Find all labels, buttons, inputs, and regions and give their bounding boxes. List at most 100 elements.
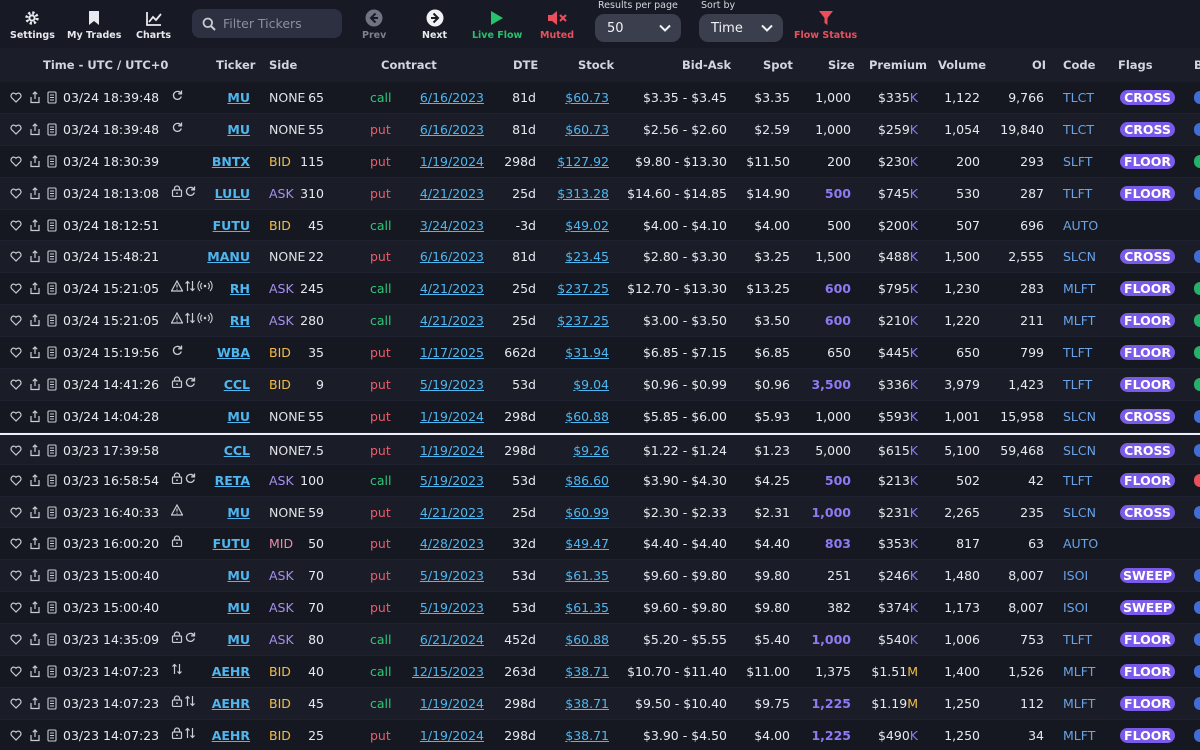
heart-icon[interactable]: [10, 219, 22, 232]
stock-price-link[interactable]: $60.88: [565, 632, 609, 648]
stock-price-link[interactable]: $313.28: [557, 185, 609, 201]
clipboard-icon[interactable]: [46, 346, 58, 359]
stock-price-link[interactable]: $23.45: [565, 249, 609, 265]
ticker-link[interactable]: AEHR: [211, 664, 250, 680]
clipboard-icon[interactable]: [46, 697, 58, 710]
live-flow-button[interactable]: Live Flow: [472, 8, 522, 41]
heart-icon[interactable]: [10, 410, 22, 423]
ticker-link[interactable]: RH: [229, 313, 250, 329]
ticker-link[interactable]: MU: [227, 121, 250, 137]
flow-status-button[interactable]: Flow Status: [794, 8, 857, 41]
table-row[interactable]: 03/23 14:35:09 MU ASK 80 call 6/21/2024 452d $6…: [0, 624, 1200, 657]
share-icon[interactable]: [29, 473, 41, 487]
table-row[interactable]: 03/24 18:12:51 FUTU BID 45 call 3/24/2023 -3d $…: [0, 209, 1200, 242]
table-row[interactable]: 03/24 18:39:48 MU NONE 55 put 6/16/2023 81d $60…: [0, 113, 1200, 146]
my-trades-button[interactable]: My Trades: [67, 8, 121, 41]
col-spot[interactable]: Spot: [763, 58, 793, 72]
clipboard-icon[interactable]: [46, 155, 58, 168]
table-row[interactable]: 03/23 16:40:33 MU NONE 59 put 4/21/2023 25d $60…: [0, 496, 1200, 529]
share-icon[interactable]: [29, 378, 41, 391]
expiry-link[interactable]: 5/19/2023: [419, 600, 484, 616]
share-icon[interactable]: [29, 665, 41, 678]
share-icon[interactable]: [29, 697, 41, 710]
clipboard-icon[interactable]: [46, 250, 58, 264]
filter-tickers-input[interactable]: [223, 16, 333, 31]
table-row[interactable]: 03/23 17:39:58 CCL NONE 7.5 put 1/19/2024 298d…: [0, 432, 1200, 465]
table-row[interactable]: 03/23 15:00:40 MU ASK 70 put 5/19/2023 53d $61.…: [0, 592, 1200, 625]
stock-price-link[interactable]: $237.25: [557, 281, 609, 297]
clipboard-icon[interactable]: [46, 314, 58, 327]
heart-icon[interactable]: [10, 444, 22, 457]
expiry-link[interactable]: 4/28/2023: [419, 536, 484, 552]
ticker-link[interactable]: FUTU: [212, 217, 250, 233]
expiry-link[interactable]: 12/15/2023: [411, 664, 484, 680]
share-icon[interactable]: [29, 282, 41, 295]
expiry-link[interactable]: 1/19/2024: [419, 727, 484, 743]
heart-icon[interactable]: [10, 506, 22, 519]
expiry-link[interactable]: 1/17/2025: [419, 345, 484, 361]
table-row[interactable]: 03/24 14:04:28 MU NONE 55 put 1/19/2024 298d $6…: [0, 400, 1200, 433]
table-row[interactable]: 03/24 18:39:48 MU NONE 65 call 6/16/2023 81d $6…: [0, 82, 1200, 114]
expiry-link[interactable]: 1/19/2024: [419, 695, 484, 711]
table-row[interactable]: 03/23 14:07:23 AEHR BID 40 call 12/15/2023 263…: [0, 656, 1200, 688]
table-row[interactable]: 03/24 14:41:26 CCL BID 9 put 5/19/2023 53d $9.0…: [0, 369, 1200, 401]
heart-icon[interactable]: [10, 314, 22, 327]
stock-price-link[interactable]: $38.71: [565, 695, 609, 711]
clipboard-icon[interactable]: [46, 506, 58, 519]
share-icon[interactable]: [29, 633, 41, 646]
ticker-link[interactable]: AEHR: [211, 695, 250, 711]
stock-price-link[interactable]: $9.26: [573, 442, 609, 458]
col-contract[interactable]: Contract: [381, 58, 437, 72]
stock-price-link[interactable]: $49.02: [565, 217, 609, 233]
ticker-link[interactable]: MU: [227, 568, 250, 584]
results-per-page-select[interactable]: 50: [595, 14, 681, 42]
share-icon[interactable]: [29, 505, 41, 519]
share-icon[interactable]: [29, 154, 41, 168]
share-icon[interactable]: [29, 537, 41, 550]
stock-price-link[interactable]: $237.25: [557, 313, 609, 329]
heart-icon[interactable]: [10, 665, 22, 678]
table-row[interactable]: 03/23 16:00:20 FUTU MID 50 put 4/28/2023 32d $4…: [0, 528, 1200, 561]
clipboard-icon[interactable]: [46, 187, 58, 200]
clipboard-icon[interactable]: [46, 282, 58, 295]
stock-price-link[interactable]: $60.99: [565, 504, 609, 520]
col-premium[interactable]: Premium: [869, 58, 927, 72]
stock-price-link[interactable]: $60.73: [565, 121, 609, 137]
ticker-search[interactable]: [192, 9, 342, 38]
table-row[interactable]: 03/24 15:21:05 RH ASK 280 call 4/21/2023 25d $2…: [0, 305, 1200, 338]
share-icon[interactable]: [29, 250, 41, 263]
stock-price-link[interactable]: $60.73: [565, 90, 609, 105]
expiry-link[interactable]: 1/19/2024: [419, 408, 484, 424]
share-icon[interactable]: [29, 410, 41, 423]
stock-price-link[interactable]: $9.04: [573, 377, 609, 393]
heart-icon[interactable]: [10, 697, 22, 710]
stock-price-link[interactable]: $31.94: [565, 345, 609, 361]
heart-icon[interactable]: [10, 601, 22, 614]
stock-price-link[interactable]: $127.92: [557, 153, 609, 169]
clipboard-icon[interactable]: [46, 91, 58, 104]
heart-icon[interactable]: [10, 378, 22, 391]
table-row[interactable]: 03/23 15:00:40 MU ASK 70 put 5/19/2023 53d $61.…: [0, 560, 1200, 593]
next-button[interactable]: Next: [422, 8, 447, 41]
col-size[interactable]: Size: [828, 58, 855, 72]
clipboard-icon[interactable]: [46, 601, 58, 614]
ticker-link[interactable]: MU: [227, 504, 250, 520]
stock-price-link[interactable]: $60.88: [565, 408, 609, 424]
expiry-link[interactable]: 3/24/2023: [419, 217, 484, 233]
heart-icon[interactable]: [10, 155, 22, 168]
heart-icon[interactable]: [10, 91, 22, 104]
heart-icon[interactable]: [10, 633, 22, 646]
col-dte[interactable]: DTE: [513, 58, 539, 72]
ticker-link[interactable]: CCL: [223, 377, 250, 393]
clipboard-icon[interactable]: [46, 410, 58, 423]
clipboard-icon[interactable]: [46, 633, 58, 646]
share-icon[interactable]: [29, 346, 41, 359]
ticker-link[interactable]: RH: [229, 281, 250, 297]
heart-icon[interactable]: [10, 537, 22, 550]
clipboard-icon[interactable]: [46, 537, 58, 551]
col-side[interactable]: Side: [269, 58, 298, 72]
table-row[interactable]: 03/24 15:19:56 WBA BID 35 put 1/17/2025 662d $3…: [0, 337, 1200, 370]
expiry-link[interactable]: 6/16/2023: [419, 90, 484, 105]
expiry-link[interactable]: 4/21/2023: [419, 281, 484, 297]
col-stock[interactable]: Stock: [578, 58, 615, 72]
